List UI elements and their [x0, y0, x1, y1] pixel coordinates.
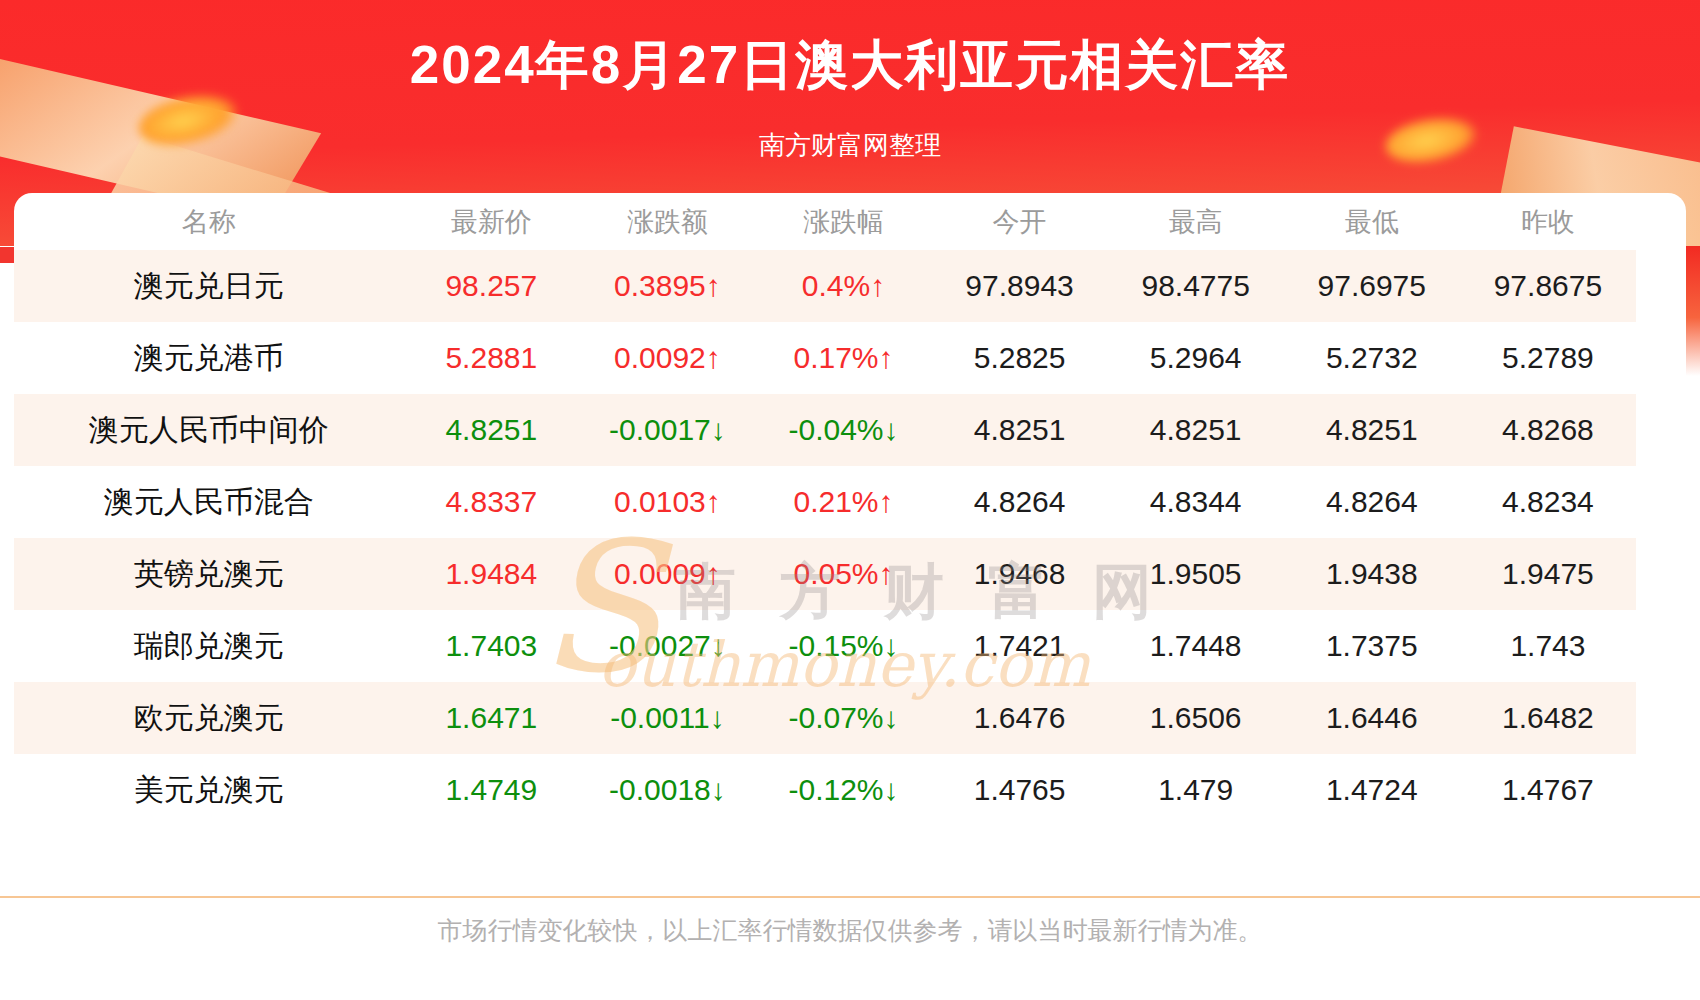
- column-header: 昨收: [1460, 193, 1636, 250]
- page-subtitle: 南方财富网整理: [0, 128, 1700, 163]
- cell-change: -0.0011↓: [579, 682, 755, 754]
- column-header: 涨跌幅: [755, 193, 931, 250]
- table-row: 美元兑澳元1.4749-0.0018↓-0.12%↓1.47651.4791.4…: [14, 754, 1636, 826]
- cell-name: 澳元兑日元: [14, 250, 403, 322]
- cell-latest: 98.257: [403, 250, 579, 322]
- cell-low: 1.7375: [1284, 610, 1460, 682]
- cell-latest: 5.2881: [403, 322, 579, 394]
- cell-change: 0.0092↑: [579, 322, 755, 394]
- page: 2024年8月27日澳大利亚元相关汇率 南方财富网整理 名称最新价涨跌额涨跌幅今…: [0, 0, 1700, 1000]
- cell-prev_close: 4.8268: [1460, 394, 1636, 466]
- cell-latest: 1.6471: [403, 682, 579, 754]
- table-row: 澳元兑日元98.2570.3895↑0.4%↑97.894398.477597.…: [14, 250, 1636, 322]
- cell-open: 97.8943: [932, 250, 1108, 322]
- cell-open: 1.7421: [932, 610, 1108, 682]
- column-header: 今开: [932, 193, 1108, 250]
- cell-change: -0.0018↓: [579, 754, 755, 826]
- footer-divider: [0, 896, 1700, 898]
- cell-latest: 4.8337: [403, 466, 579, 538]
- cell-latest: 4.8251: [403, 394, 579, 466]
- cell-low: 4.8264: [1284, 466, 1460, 538]
- cell-low: 97.6975: [1284, 250, 1460, 322]
- cell-high: 5.2964: [1108, 322, 1284, 394]
- cell-name: 美元兑澳元: [14, 754, 403, 826]
- cell-prev_close: 1.4767: [1460, 754, 1636, 826]
- cell-high: 98.4775: [1108, 250, 1284, 322]
- column-header: 名称: [14, 193, 403, 250]
- column-header: 最新价: [403, 193, 579, 250]
- cell-change_pct: -0.04%↓: [755, 394, 931, 466]
- column-header: 最低: [1284, 193, 1460, 250]
- cell-change_pct: 0.17%↑: [755, 322, 931, 394]
- cell-prev_close: 5.2789: [1460, 322, 1636, 394]
- table-row: 澳元人民币中间价4.8251-0.0017↓-0.04%↓4.82514.825…: [14, 394, 1636, 466]
- table-row: 瑞郎兑澳元1.7403-0.0027↓-0.15%↓1.74211.74481.…: [14, 610, 1636, 682]
- cell-low: 4.8251: [1284, 394, 1460, 466]
- cell-high: 1.479: [1108, 754, 1284, 826]
- table-row: 澳元人民币混合4.83370.0103↑0.21%↑4.82644.83444.…: [14, 466, 1636, 538]
- cell-high: 4.8344: [1108, 466, 1284, 538]
- cell-open: 4.8251: [932, 394, 1108, 466]
- cell-prev_close: 1.743: [1460, 610, 1636, 682]
- ribbon-accent-left: [0, 247, 14, 263]
- cell-open: 4.8264: [932, 466, 1108, 538]
- footer-note: 市场行情变化较快，以上汇率行情数据仅供参考，请以当时最新行情为准。: [0, 914, 1700, 947]
- cell-name: 欧元兑澳元: [14, 682, 403, 754]
- table-row: 英镑兑澳元1.94840.0009↑0.05%↑1.94681.95051.94…: [14, 538, 1636, 610]
- cell-open: 1.4765: [932, 754, 1108, 826]
- page-title: 2024年8月27日澳大利亚元相关汇率: [0, 30, 1700, 102]
- cell-high: 4.8251: [1108, 394, 1284, 466]
- cell-name: 英镑兑澳元: [14, 538, 403, 610]
- cell-low: 1.6446: [1284, 682, 1460, 754]
- cell-open: 1.9468: [932, 538, 1108, 610]
- cell-change: 0.0103↑: [579, 466, 755, 538]
- table-row: 欧元兑澳元1.6471-0.0011↓-0.07%↓1.64761.65061.…: [14, 682, 1636, 754]
- cell-name: 澳元人民币混合: [14, 466, 403, 538]
- rates-card: 名称最新价涨跌额涨跌幅今开最高最低昨收 澳元兑日元98.2570.3895↑0.…: [14, 193, 1686, 1000]
- cell-name: 澳元人民币中间价: [14, 394, 403, 466]
- cell-change: -0.0027↓: [579, 610, 755, 682]
- cell-latest: 1.7403: [403, 610, 579, 682]
- cell-open: 1.6476: [932, 682, 1108, 754]
- cell-change_pct: 0.21%↑: [755, 466, 931, 538]
- ribbon-accent-right: [1686, 246, 1700, 376]
- cell-name: 瑞郎兑澳元: [14, 610, 403, 682]
- cell-low: 1.9438: [1284, 538, 1460, 610]
- table-header-row: 名称最新价涨跌额涨跌幅今开最高最低昨收: [14, 193, 1636, 250]
- cell-change_pct: 0.05%↑: [755, 538, 931, 610]
- cell-name: 澳元兑港币: [14, 322, 403, 394]
- cell-high: 1.6506: [1108, 682, 1284, 754]
- cell-low: 5.2732: [1284, 322, 1460, 394]
- table-row: 澳元兑港币5.28810.0092↑0.17%↑5.28255.29645.27…: [14, 322, 1636, 394]
- cell-change_pct: -0.15%↓: [755, 610, 931, 682]
- cell-change_pct: -0.12%↓: [755, 754, 931, 826]
- cell-change: 0.0009↑: [579, 538, 755, 610]
- cell-change_pct: 0.4%↑: [755, 250, 931, 322]
- cell-high: 1.7448: [1108, 610, 1284, 682]
- column-header: 涨跌额: [579, 193, 755, 250]
- cell-prev_close: 4.8234: [1460, 466, 1636, 538]
- cell-latest: 1.9484: [403, 538, 579, 610]
- cell-change: 0.3895↑: [579, 250, 755, 322]
- column-header: 最高: [1108, 193, 1284, 250]
- cell-prev_close: 1.6482: [1460, 682, 1636, 754]
- cell-change_pct: -0.07%↓: [755, 682, 931, 754]
- cell-open: 5.2825: [932, 322, 1108, 394]
- cell-change: -0.0017↓: [579, 394, 755, 466]
- cell-high: 1.9505: [1108, 538, 1284, 610]
- cell-prev_close: 97.8675: [1460, 250, 1636, 322]
- cell-latest: 1.4749: [403, 754, 579, 826]
- cell-low: 1.4724: [1284, 754, 1460, 826]
- cell-prev_close: 1.9475: [1460, 538, 1636, 610]
- exchange-rate-table: 名称最新价涨跌额涨跌幅今开最高最低昨收 澳元兑日元98.2570.3895↑0.…: [14, 193, 1636, 826]
